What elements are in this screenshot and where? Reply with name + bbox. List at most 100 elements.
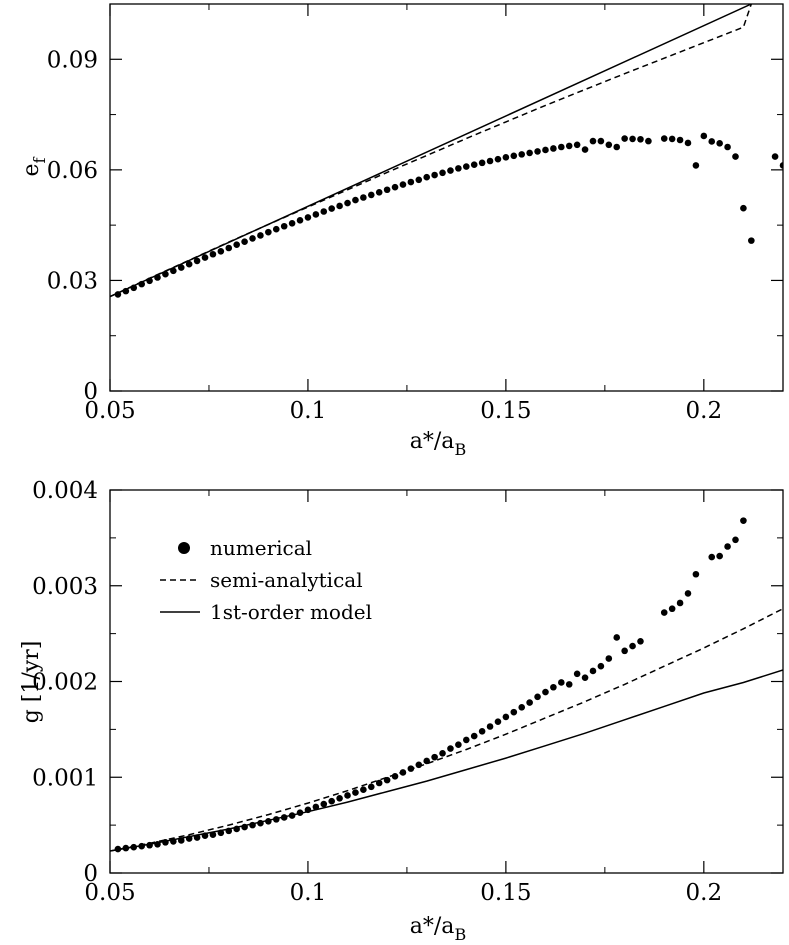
data-point [478, 727, 486, 735]
data-point [399, 181, 407, 188]
data-point [700, 132, 708, 140]
data-point [637, 135, 644, 143]
legend-label: numerical [210, 536, 312, 560]
data-point [502, 154, 510, 161]
data-point [431, 171, 438, 179]
bottom-x-axis-label: a*/aB [410, 914, 466, 944]
data-point [740, 204, 747, 212]
data-point [193, 257, 201, 265]
data-point [455, 741, 462, 748]
data-point [668, 135, 676, 143]
data-point [391, 183, 399, 191]
semi-analytical-line [110, 608, 783, 852]
data-point [740, 517, 747, 524]
y-tick-label: 0.002 [32, 670, 98, 696]
data-point [581, 146, 589, 153]
data-point [494, 718, 502, 726]
data-point [724, 543, 731, 550]
data-point [668, 605, 676, 613]
y-tick-label: 0.09 [47, 47, 98, 73]
data-point [375, 189, 383, 196]
data-point [676, 136, 684, 144]
x-tick-label: 0.2 [686, 880, 723, 906]
data-point [312, 211, 320, 218]
data-point [613, 634, 621, 641]
data-point [716, 140, 723, 147]
x-tick-label: 0.15 [480, 880, 531, 906]
data-point [494, 155, 502, 163]
data-point [360, 194, 367, 201]
data-point [320, 800, 328, 808]
data-point [486, 157, 494, 165]
data-point [684, 139, 692, 147]
data-point [288, 220, 296, 227]
data-point [676, 599, 684, 607]
data-point [597, 662, 605, 670]
data-point [280, 222, 288, 230]
x-tick-label: 0.1 [290, 398, 327, 424]
data-point [462, 736, 470, 744]
data-point [439, 169, 446, 177]
data-point [637, 637, 644, 645]
data-point [407, 178, 415, 186]
top-y-axis-label: ef [19, 156, 49, 176]
data-point [660, 609, 668, 616]
legend-dot-marker [178, 542, 190, 554]
data-point [328, 205, 335, 212]
data-point [304, 214, 312, 221]
data-point [510, 708, 518, 716]
y-tick-label: 0.001 [32, 765, 98, 791]
data-point [423, 173, 431, 181]
data-point [526, 699, 533, 706]
data-point [629, 135, 636, 143]
series-group [110, 517, 783, 853]
data-point [320, 208, 328, 215]
x-tick-label: 0.15 [480, 398, 531, 424]
data-point [502, 713, 510, 721]
data-point [558, 679, 565, 686]
data-point [233, 241, 240, 248]
y-tick-label: 0 [83, 379, 98, 405]
data-point [201, 254, 209, 261]
data-point [660, 135, 668, 142]
data-point [249, 235, 256, 242]
data-point [455, 165, 462, 172]
data-point [241, 238, 248, 246]
data-point [367, 191, 375, 199]
data-point [684, 590, 692, 597]
legend-label: 1st-order model [210, 600, 372, 624]
data-point [415, 176, 423, 184]
data-point [550, 145, 557, 152]
x-tick-label: 0.2 [686, 398, 723, 424]
data-point [573, 670, 581, 678]
data-point [272, 225, 280, 233]
data-point [518, 704, 526, 711]
data-point [692, 570, 700, 578]
data-point [708, 553, 716, 561]
y-tick-label: 0.06 [47, 158, 98, 184]
data-point [344, 199, 351, 207]
data-point [645, 137, 652, 145]
data-point [613, 143, 621, 151]
x-tick-label: 0.05 [84, 398, 135, 424]
data-point [225, 244, 233, 252]
legend-label: semi-analytical [210, 568, 363, 592]
bottom-y-axis-label: g [1/yr] [19, 641, 44, 724]
data-point [550, 683, 557, 691]
data-point [470, 161, 478, 168]
data-point [431, 753, 438, 761]
data-point [629, 642, 636, 650]
data-point [605, 655, 613, 662]
data-point [732, 153, 739, 160]
bottom-chart-panel: g [1/yr] a*/aB numerical semi-analytical 1… [19, 478, 784, 944]
data-point [732, 536, 739, 544]
legend: numerical semi-analytical 1st-order model [160, 536, 372, 624]
data-point [708, 138, 716, 145]
plot-frame [109, 3, 784, 392]
data-point [518, 151, 526, 158]
data-point [352, 789, 359, 796]
data-point [621, 647, 628, 655]
data-point [360, 786, 367, 793]
data-point [526, 149, 533, 157]
